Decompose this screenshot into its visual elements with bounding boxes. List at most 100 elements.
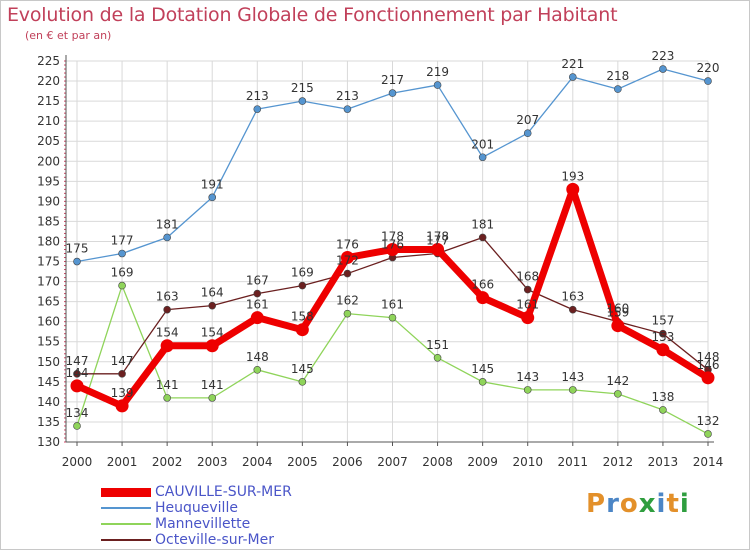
legend-label: Octeville-sur-Mer bbox=[155, 532, 274, 548]
x-tick-label: 2004 bbox=[242, 455, 273, 469]
data-label: 147 bbox=[66, 354, 89, 368]
data-point bbox=[115, 399, 129, 413]
data-point bbox=[253, 289, 262, 298]
legend-swatch bbox=[101, 523, 151, 525]
data-label: 141 bbox=[156, 378, 179, 392]
data-label: 161 bbox=[246, 298, 269, 312]
data-label: 178 bbox=[381, 229, 404, 243]
data-point bbox=[568, 386, 577, 394]
data-point bbox=[388, 313, 397, 322]
legend-item: Octeville-sur-Mer bbox=[101, 532, 292, 548]
data-label: 164 bbox=[201, 286, 224, 300]
x-tick-label: 2013 bbox=[648, 455, 679, 469]
y-tick-label: 160 bbox=[37, 315, 60, 329]
data-point bbox=[523, 285, 532, 294]
legend-swatch bbox=[101, 487, 151, 497]
y-tick-label: 225 bbox=[37, 54, 60, 68]
data-label: 168 bbox=[516, 270, 539, 284]
data-label: 154 bbox=[201, 326, 224, 340]
y-tick-label: 185 bbox=[37, 214, 60, 228]
data-label: 193 bbox=[561, 169, 584, 183]
data-label: 158 bbox=[291, 310, 314, 324]
data-point bbox=[568, 73, 577, 81]
data-point bbox=[566, 182, 580, 196]
data-point bbox=[343, 269, 352, 278]
data-label: 201 bbox=[471, 137, 494, 151]
y-tick-label: 205 bbox=[37, 134, 60, 148]
x-tick-label: 2009 bbox=[467, 455, 498, 469]
y-tick-label: 175 bbox=[37, 255, 60, 269]
data-label: 145 bbox=[291, 362, 314, 376]
y-tick-label: 155 bbox=[37, 335, 60, 349]
y-tick-label: 180 bbox=[37, 234, 60, 248]
legend-item: Mannevillette bbox=[101, 516, 292, 532]
data-point bbox=[433, 81, 442, 89]
data-label: 178 bbox=[426, 229, 449, 243]
data-point bbox=[298, 281, 307, 290]
data-label: 154 bbox=[156, 326, 179, 340]
data-point bbox=[163, 233, 171, 242]
data-point bbox=[614, 390, 622, 398]
y-tick-label: 200 bbox=[37, 154, 60, 168]
data-point bbox=[70, 379, 84, 393]
legend-swatch bbox=[101, 507, 151, 509]
data-label: 181 bbox=[471, 217, 494, 231]
logo-letter: i bbox=[656, 489, 667, 519]
data-label: 217 bbox=[381, 73, 404, 87]
data-point bbox=[118, 249, 126, 258]
data-label: 147 bbox=[111, 354, 134, 368]
x-tick-label: 2000 bbox=[62, 455, 93, 469]
data-label: 161 bbox=[381, 298, 404, 312]
data-point bbox=[478, 233, 487, 242]
x-tick-label: 2011 bbox=[558, 455, 589, 469]
y-tick-label: 150 bbox=[37, 355, 60, 369]
data-label: 176 bbox=[381, 238, 404, 252]
data-label: 143 bbox=[561, 370, 584, 384]
data-label: 132 bbox=[697, 414, 720, 428]
data-label: 153 bbox=[651, 330, 674, 344]
x-tick-label: 2010 bbox=[512, 455, 543, 469]
data-label: 162 bbox=[336, 294, 359, 308]
data-label: 142 bbox=[606, 374, 629, 388]
legend-label: Heuqueville bbox=[155, 500, 238, 516]
data-point bbox=[614, 85, 622, 93]
data-point bbox=[208, 193, 217, 202]
x-tick-label: 2005 bbox=[287, 455, 318, 469]
data-label: 146 bbox=[697, 358, 720, 372]
logo-letter: i bbox=[679, 489, 690, 519]
x-tick-label: 2006 bbox=[332, 455, 363, 469]
data-point bbox=[340, 251, 354, 265]
data-point bbox=[386, 242, 399, 256]
legend-item: CAUVILLE-SUR-MER bbox=[101, 484, 292, 500]
y-tick-label: 210 bbox=[37, 114, 60, 128]
data-point bbox=[611, 319, 625, 333]
data-point bbox=[253, 105, 262, 113]
y-tick-label: 130 bbox=[37, 435, 60, 449]
data-point bbox=[298, 378, 307, 386]
data-point bbox=[523, 129, 532, 137]
data-point bbox=[208, 394, 217, 402]
data-point bbox=[659, 406, 667, 414]
legend-swatch bbox=[101, 539, 151, 541]
data-point bbox=[163, 305, 171, 314]
data-point bbox=[250, 311, 264, 325]
data-point bbox=[160, 339, 174, 353]
data-label: 207 bbox=[516, 113, 539, 127]
y-tick-label: 145 bbox=[37, 375, 60, 389]
data-label: 148 bbox=[697, 350, 720, 364]
data-label: 177 bbox=[111, 234, 134, 248]
data-label: 148 bbox=[246, 350, 269, 364]
data-label: 215 bbox=[291, 81, 314, 95]
data-point bbox=[656, 343, 670, 357]
data-label: 223 bbox=[651, 49, 674, 63]
data-label: 221 bbox=[561, 57, 584, 71]
data-label: 145 bbox=[471, 362, 494, 376]
data-label: 213 bbox=[246, 89, 269, 103]
y-tick-label: 220 bbox=[37, 74, 60, 88]
data-point bbox=[704, 77, 712, 85]
data-point bbox=[478, 378, 487, 386]
data-label: 213 bbox=[336, 89, 359, 103]
x-tick-label: 2002 bbox=[152, 455, 183, 469]
data-point bbox=[343, 309, 352, 318]
